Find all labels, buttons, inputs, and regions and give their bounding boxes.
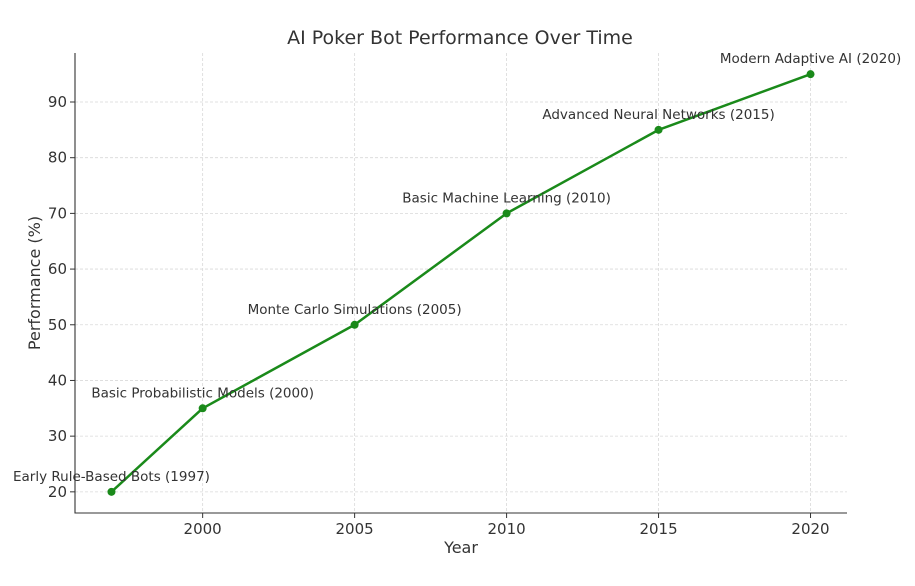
x-tick-label: 2005 — [336, 520, 374, 538]
axis-frame — [74, 53, 847, 514]
y-tick-label: 80 — [48, 149, 67, 167]
y-tick-label: 50 — [48, 316, 67, 334]
y-tick-label: 70 — [48, 204, 67, 222]
data-annotation: Early Rule-Based Bots (1997) — [13, 469, 210, 485]
x-axis-title: Year — [443, 538, 478, 557]
data-annotation: Basic Machine Learning (2010) — [402, 190, 611, 206]
data-annotation: Advanced Neural Networks (2015) — [542, 107, 774, 123]
x-tick-label: 2000 — [184, 520, 222, 538]
data-point — [350, 320, 359, 329]
axes — [74, 53, 847, 514]
data-annotation: Basic Probabilistic Models (2000) — [91, 385, 314, 401]
data-point — [654, 125, 663, 134]
series-line — [110, 72, 811, 493]
data-point — [198, 404, 207, 413]
y-tick-label: 30 — [48, 427, 67, 445]
data-annotation: Modern Adaptive AI (2020) — [720, 51, 901, 67]
chart-title: AI Poker Bot Performance Over Time — [287, 27, 633, 49]
data-point — [107, 487, 116, 496]
y-tick-label: 20 — [48, 483, 67, 501]
x-tick-label: 2010 — [487, 520, 525, 538]
y-tick-label: 90 — [48, 93, 67, 111]
series — [107, 70, 815, 496]
data-annotation: Monte Carlo Simulations (2005) — [248, 302, 462, 318]
y-tick-label: 40 — [48, 371, 67, 389]
y-axis-title: Performance (%) — [25, 216, 44, 350]
annotations: Early Rule-Based Bots (1997) Basic Probab… — [13, 51, 901, 485]
data-point — [806, 70, 815, 79]
x-tick-label: 2015 — [639, 520, 677, 538]
data-point — [502, 209, 511, 218]
y-tick-label: 60 — [48, 260, 67, 278]
x-tick-label: 2020 — [791, 520, 829, 538]
